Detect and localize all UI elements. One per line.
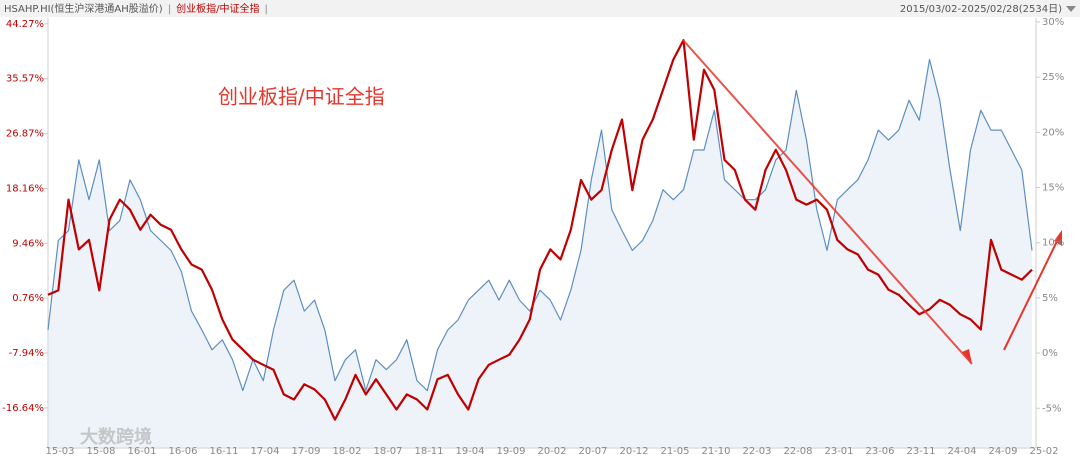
y-tick-label: 0.76% (12, 293, 44, 304)
x-tick-label: 17-04 (250, 446, 279, 456)
y-tick-label: 26.87% (6, 129, 44, 140)
y2-tick-label: 20% (1042, 127, 1064, 138)
x-tick-label: 21-05 (660, 446, 689, 456)
x-tick-label: 25-02 (1029, 446, 1058, 456)
x-tick-label: 20-12 (619, 446, 648, 456)
separator: | (264, 4, 267, 15)
y-tick-label: 35.57% (6, 74, 44, 85)
y-tick-label: 9.46% (12, 238, 44, 249)
y2-tick-label: 30% (1042, 17, 1064, 28)
x-tick-label: 16-06 (168, 446, 197, 456)
x-tick-label: 18-11 (414, 446, 443, 456)
separator: | (168, 4, 171, 15)
x-tick-label: 20-07 (578, 446, 607, 456)
x-tick-label: 16-01 (127, 446, 156, 456)
x-tick-label: 15-08 (86, 446, 115, 456)
x-tick-label: 18-02 (332, 446, 361, 456)
area (48, 59, 1032, 448)
legend-entry: 创业板指/中证全指 (176, 2, 259, 15)
x-tick-label: 16-11 (209, 446, 238, 456)
x-tick-label: 21-10 (701, 446, 730, 456)
y-tick-label: 18.16% (6, 183, 44, 194)
x-tick-label: 24-04 (947, 446, 976, 456)
trend-arrow (682, 39, 973, 365)
date-range: 2015/03/02-2025/02/28(2534日) (900, 4, 1062, 15)
y2-tick-label: 25% (1042, 72, 1064, 83)
y-tick-label: 44.27% (6, 19, 44, 30)
x-tick-label: 23-11 (906, 446, 935, 456)
y2-tick-label: 5% (1042, 293, 1058, 304)
y-tick-label: -16.64% (2, 403, 44, 414)
y2-tick-label: -5% (1042, 403, 1061, 414)
line (47, 58, 1033, 392)
arrow-head (962, 349, 972, 364)
x-tick-label: 23-01 (824, 446, 853, 456)
watermark: 大数跨境 (80, 426, 152, 448)
annotation: 创业板指/中证全指 (218, 85, 385, 109)
x-tick-label: 18-07 (373, 446, 402, 456)
y2-tick-label: 10% (1042, 238, 1064, 249)
dropdown-arrow[interactable] (1066, 6, 1076, 12)
y-tick-label: -7.94% (9, 348, 44, 359)
trend-arrow (1003, 234, 1061, 351)
line (47, 39, 1033, 421)
y2-tick-label: 0% (1042, 348, 1058, 359)
x-tick-label: 20-02 (537, 446, 566, 456)
x-tick-label: 17-09 (291, 446, 320, 456)
legend-entry: HSAHP.HI(恒生沪深港通AH股溢价) (4, 2, 163, 15)
header-bar (0, 0, 1080, 17)
x-tick-label: 23-06 (865, 446, 894, 456)
x-tick-label: 24-09 (988, 446, 1017, 456)
x-tick-label: 15-03 (45, 446, 74, 456)
x-tick-label: 22-08 (783, 446, 812, 456)
arrow-head (1054, 230, 1062, 246)
plot (47, 39, 1033, 448)
x-tick-label: 19-04 (455, 446, 484, 456)
y2-tick-label: 15% (1042, 183, 1064, 194)
x-tick-label: 22-03 (742, 446, 771, 456)
x-tick-label: 19-09 (496, 446, 525, 456)
